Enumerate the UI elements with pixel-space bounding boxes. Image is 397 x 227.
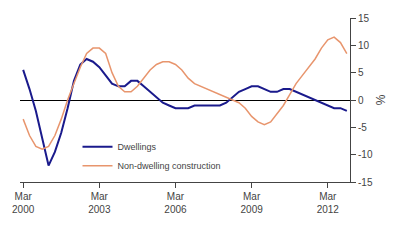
svg-text:5: 5 <box>358 67 364 78</box>
svg-text:-10: -10 <box>358 149 373 160</box>
svg-text:Mar2000: Mar2000 <box>12 191 35 215</box>
svg-text:10: 10 <box>358 40 370 51</box>
svg-text:Mar2012: Mar2012 <box>317 191 340 215</box>
svg-text:-15: -15 <box>358 177 373 188</box>
svg-text:%: % <box>374 94 388 105</box>
svg-text:-5: -5 <box>358 122 367 133</box>
svg-text:15: 15 <box>358 13 370 24</box>
svg-text:Mar2009: Mar2009 <box>241 191 264 215</box>
svg-text:Mar2006: Mar2006 <box>164 191 187 215</box>
svg-text:Mar2003: Mar2003 <box>88 191 111 215</box>
svg-text:Non-dwelling construction: Non-dwelling construction <box>118 161 221 171</box>
svg-text:0: 0 <box>358 95 364 106</box>
svg-text:Dwellings: Dwellings <box>118 142 157 152</box>
